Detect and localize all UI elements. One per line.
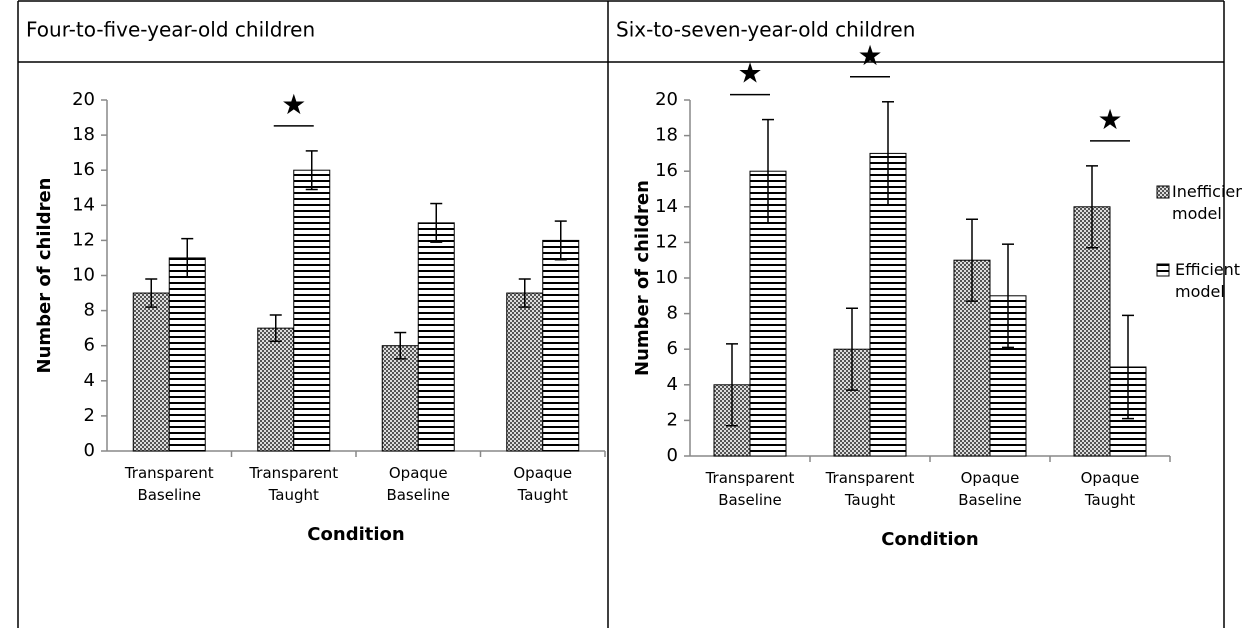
error-bar: [518, 278, 531, 308]
panel-title: Six-to-seven-year-old children: [616, 18, 915, 42]
bar: [381, 345, 419, 452]
x-tick-label: Opaque Baseline: [958, 469, 1022, 509]
error-bar: [145, 278, 158, 308]
error-bar: [726, 343, 738, 427]
y-tick-label: 4: [667, 374, 678, 395]
annotation: ★: [1097, 103, 1122, 136]
error-bar: [762, 118, 774, 224]
y-tick-label: 2: [84, 405, 95, 426]
error-bar: [1086, 165, 1098, 249]
error-bar: [430, 202, 443, 243]
bar: [506, 292, 544, 452]
legend-label: Efficient model: [1175, 260, 1240, 301]
error-bar: [181, 237, 194, 279]
annotation: ★: [737, 57, 762, 90]
y-axis-title: Number of children: [34, 178, 55, 374]
y-tick-label: 8: [84, 300, 95, 321]
legend-swatch: [1156, 263, 1170, 277]
y-tick-label: 14: [72, 194, 95, 215]
error-bar: [882, 101, 894, 206]
legend-label: Inefficientmodel: [1172, 182, 1242, 223]
panel-title: Four-to-five-year-old children: [26, 18, 315, 42]
error-bar: [305, 150, 318, 191]
y-axis-title: Number of children: [632, 180, 653, 376]
bar: [293, 169, 331, 452]
error-bar: [554, 220, 567, 261]
error-bar: [966, 218, 978, 302]
legend-swatch: [1156, 185, 1170, 199]
x-tick-label: Transparent Baseline: [705, 469, 795, 509]
y-tick-label: 6: [667, 338, 678, 359]
x-tick-label: Opaque Taught: [1081, 469, 1140, 509]
x-axis-title: Condition: [307, 524, 404, 545]
y-tick-label: 8: [667, 303, 678, 324]
bar: [542, 239, 580, 452]
y-tick-label: 20: [655, 89, 678, 110]
bar: [257, 327, 295, 452]
x-tick-label: Transparent Taught: [248, 464, 338, 504]
error-bar: [1122, 314, 1134, 420]
y-tick-label: 6: [84, 335, 95, 356]
error-bar: [269, 314, 282, 343]
annotation: ★: [857, 39, 882, 72]
y-tick-label: 2: [667, 409, 678, 430]
x-tick-label: Opaque Taught: [513, 464, 572, 504]
y-tick-label: 16: [72, 159, 95, 180]
x-tick-label: Transparent Taught: [825, 469, 915, 509]
error-bar: [1002, 243, 1014, 349]
error-bar: [394, 331, 407, 360]
y-tick-label: 4: [84, 370, 95, 391]
table-frame: [17, 0, 1225, 628]
y-tick-label: 14: [655, 196, 678, 217]
error-bar: [846, 307, 858, 391]
bar: [168, 257, 206, 452]
y-tick-label: 20: [72, 89, 95, 110]
annotation: ★: [281, 88, 306, 121]
y-tick-label: 10: [72, 265, 95, 286]
y-tick-label: 12: [655, 231, 678, 252]
x-axis-title: Condition: [881, 529, 978, 550]
x-tick-label: Transparent Baseline: [124, 464, 214, 504]
y-tick-label: 16: [655, 160, 678, 181]
y-tick-label: 0: [84, 440, 95, 461]
bar: [132, 292, 170, 452]
x-tick-label: Opaque Baseline: [386, 464, 450, 504]
y-tick-label: 10: [655, 267, 678, 288]
bar: [417, 222, 455, 452]
y-tick-label: 18: [655, 125, 678, 146]
y-tick-label: 0: [667, 445, 678, 466]
y-tick-label: 12: [72, 229, 95, 250]
y-tick-label: 18: [72, 124, 95, 145]
